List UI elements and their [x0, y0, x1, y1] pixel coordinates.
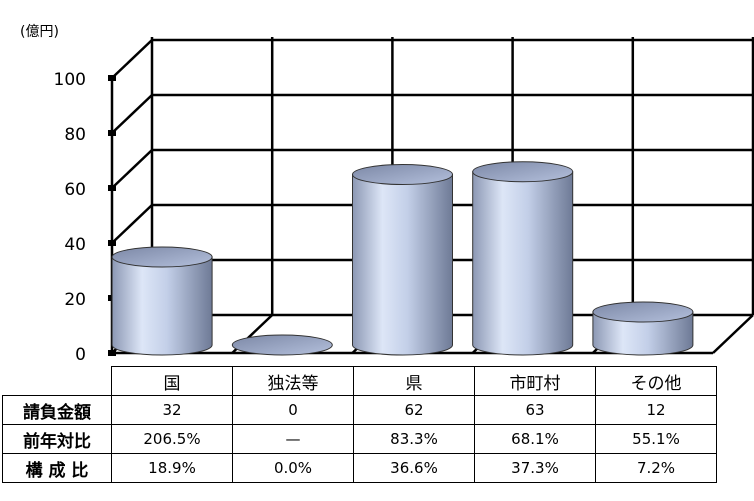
bar-body: [352, 174, 453, 356]
side-gridline: [111, 39, 153, 79]
category-label: 独法等: [232, 366, 354, 396]
bar-その他: [592, 301, 694, 356]
table-cell: 206.5%: [111, 424, 233, 454]
y-tick-mark: [108, 240, 116, 246]
table-cell: 7.2%: [595, 453, 717, 483]
bar-top: [352, 164, 453, 185]
y-tick-mark: [108, 185, 116, 191]
bar-国: [111, 246, 213, 356]
table-row: 構 成 比 18.9% 0.0% 36.6% 37.3% 7.2%: [2, 453, 717, 483]
bar-市町村: [472, 161, 574, 356]
y-tick-label: 60: [64, 180, 86, 200]
table-cell: 37.3%: [474, 453, 596, 483]
y-tick-mark: [108, 130, 116, 136]
y-tick-label: 40: [64, 235, 86, 255]
bar-top: [592, 301, 694, 323]
y-tick-mark: [108, 75, 116, 81]
bar-top: [472, 161, 574, 183]
side-gridline: [111, 204, 153, 244]
y-tick-label: 0: [75, 345, 86, 365]
table-cell: —: [232, 424, 354, 454]
bar-body: [472, 171, 574, 356]
table-cell: 32: [111, 395, 233, 425]
table-cell: 62: [353, 395, 475, 425]
table-cell: 83.3%: [353, 424, 475, 454]
y-tick-label: 20: [64, 290, 86, 310]
side-gridline: [111, 94, 153, 134]
table-cell: 0.0%: [232, 453, 354, 483]
row-label: 請負金額: [2, 395, 112, 425]
category-label: 市町村: [474, 366, 596, 396]
table-cell: 63: [474, 395, 596, 425]
table-row: 前年対比 206.5% —83.3% 68.1% 55.1%: [2, 424, 717, 454]
bar-top: [111, 246, 213, 268]
y-tick-label: 100: [54, 70, 86, 90]
table-header-row: 国独法等県市町村 その他: [2, 366, 717, 396]
table-cell: 18.9%: [111, 453, 233, 483]
row-label: 前年対比: [2, 424, 112, 454]
data-table: 国独法等県市町村 その他 請負金額 32 0 62 63 12 前年対比 206.5% —83.3%…: [2, 366, 717, 483]
cylinder-bar-chart: 0 20 40 60 80 100 (億円): [20, 24, 754, 365]
bar-独法等: [231, 334, 333, 356]
bar-県: [352, 164, 453, 356]
table-cell: 0: [232, 395, 354, 425]
table-cell: 36.6%: [353, 453, 475, 483]
table-cell: 55.1%: [595, 424, 717, 454]
category-label: その他: [595, 366, 717, 396]
bar-body: [592, 311, 694, 356]
bar-top: [231, 334, 333, 356]
row-label: 構 成 比: [2, 453, 112, 483]
category-label: 国: [111, 366, 233, 396]
table-cell: 68.1%: [474, 424, 596, 454]
y-tick-mark: [108, 350, 116, 356]
unit-label: (億円): [20, 24, 59, 40]
table-row: 請負金額 32 0 62 63 12: [2, 395, 717, 425]
y-axis: 0 20 40 60 80 100: [54, 70, 116, 365]
bar-body: [111, 256, 213, 356]
side-gridline: [111, 149, 153, 189]
bars: [111, 161, 694, 356]
y-tick-label: 80: [64, 125, 86, 145]
table-cell: 12: [595, 395, 717, 425]
category-label: 県: [353, 366, 475, 396]
table-corner: [2, 366, 112, 396]
floor-line: [712, 314, 754, 354]
